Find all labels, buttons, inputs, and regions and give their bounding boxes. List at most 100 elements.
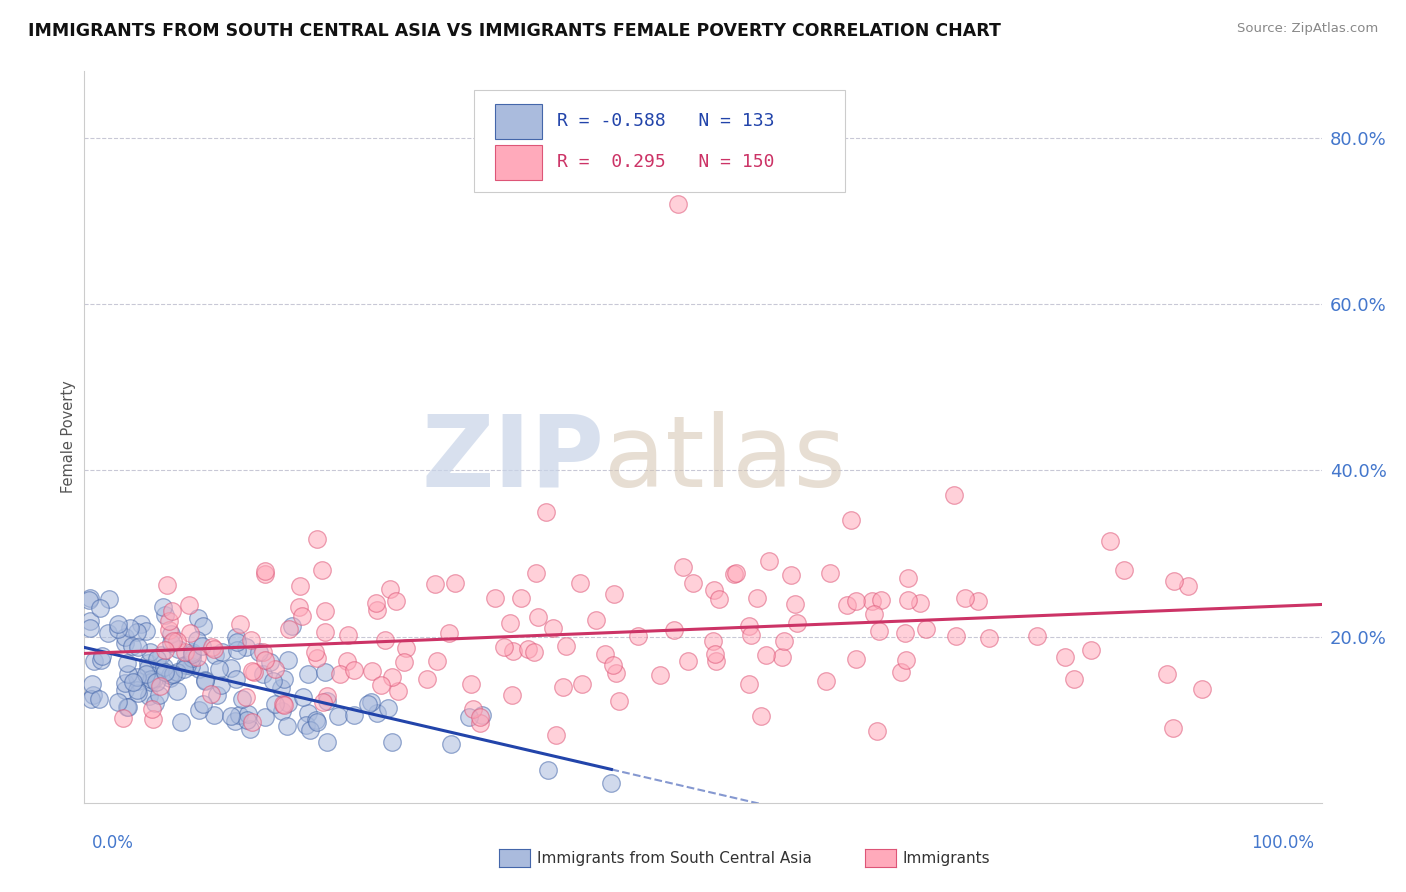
Point <box>866 724 889 739</box>
Point <box>253 566 276 581</box>
Point <box>471 707 494 722</box>
Point <box>263 697 285 711</box>
Point <box>226 642 249 657</box>
Point <box>868 624 890 639</box>
Point <box>160 626 183 640</box>
Point <box>204 648 226 663</box>
Point <box>153 660 176 674</box>
Point <box>194 673 217 687</box>
Point <box>190 639 212 653</box>
Point <box>676 654 699 668</box>
Point <box>77 592 100 607</box>
Point <box>536 764 558 778</box>
Point <box>702 633 724 648</box>
Point <box>162 634 184 648</box>
Point <box>194 674 217 689</box>
Point <box>288 600 311 615</box>
Point <box>707 592 730 607</box>
Point <box>745 591 768 606</box>
Point <box>979 631 1001 645</box>
Point <box>377 701 399 715</box>
Point <box>262 673 284 688</box>
Point <box>546 727 568 741</box>
Point <box>107 695 129 709</box>
Point <box>225 630 247 644</box>
Point <box>605 665 627 680</box>
Point <box>271 698 294 712</box>
Text: R =  0.295   N = 150: R = 0.295 N = 150 <box>557 153 775 171</box>
Point <box>381 735 404 749</box>
Point <box>277 653 299 667</box>
Point <box>1112 563 1135 577</box>
Point <box>704 654 727 668</box>
Point <box>1025 629 1047 643</box>
Point <box>336 654 359 668</box>
Point <box>169 715 191 730</box>
Point <box>312 695 335 709</box>
Text: Source: ZipAtlas.com: Source: ZipAtlas.com <box>1237 22 1378 36</box>
Point <box>555 639 578 653</box>
Point <box>186 650 208 665</box>
Point <box>381 670 404 684</box>
Point <box>236 713 259 727</box>
Point <box>176 658 198 673</box>
Point <box>835 599 858 613</box>
Point <box>149 679 172 693</box>
Point <box>156 577 179 591</box>
Point <box>291 608 314 623</box>
Point <box>111 711 134 725</box>
Point <box>458 709 481 723</box>
Point <box>114 675 136 690</box>
Point <box>159 671 181 685</box>
Point <box>672 560 695 574</box>
Point <box>943 488 966 502</box>
Point <box>534 505 557 519</box>
Point <box>139 645 162 659</box>
Point <box>1053 649 1076 664</box>
Point <box>307 715 329 730</box>
Point <box>357 698 380 712</box>
Point <box>392 655 415 669</box>
Point <box>666 197 689 211</box>
Point <box>235 640 257 654</box>
Point <box>516 642 538 657</box>
Point <box>225 673 247 687</box>
Point <box>243 665 266 679</box>
Point <box>770 650 793 665</box>
Text: 0.0%: 0.0% <box>91 834 134 852</box>
Point <box>254 653 277 667</box>
Point <box>278 622 301 636</box>
Point <box>342 663 364 677</box>
Point <box>897 593 920 607</box>
Point <box>416 673 439 687</box>
Point <box>188 662 211 676</box>
Point <box>200 687 222 701</box>
Point <box>201 640 224 655</box>
Point <box>145 674 167 689</box>
Point <box>311 563 333 577</box>
Point <box>281 619 304 633</box>
Point <box>343 707 366 722</box>
Point <box>893 625 915 640</box>
Point <box>160 604 183 618</box>
Point <box>166 665 188 680</box>
Point <box>492 640 515 654</box>
Point <box>841 513 863 527</box>
Point <box>499 615 522 630</box>
Point <box>869 593 891 607</box>
Point <box>1080 642 1102 657</box>
Point <box>470 709 492 723</box>
Point <box>297 706 319 720</box>
Point <box>240 664 263 678</box>
Point <box>291 690 314 705</box>
Point <box>366 603 388 617</box>
Point <box>273 673 295 687</box>
Point <box>152 600 174 615</box>
Point <box>723 566 745 581</box>
Point <box>783 597 806 611</box>
Point <box>252 667 274 681</box>
Point <box>366 706 388 721</box>
Point <box>129 616 152 631</box>
Point <box>600 776 623 790</box>
Point <box>219 709 242 723</box>
